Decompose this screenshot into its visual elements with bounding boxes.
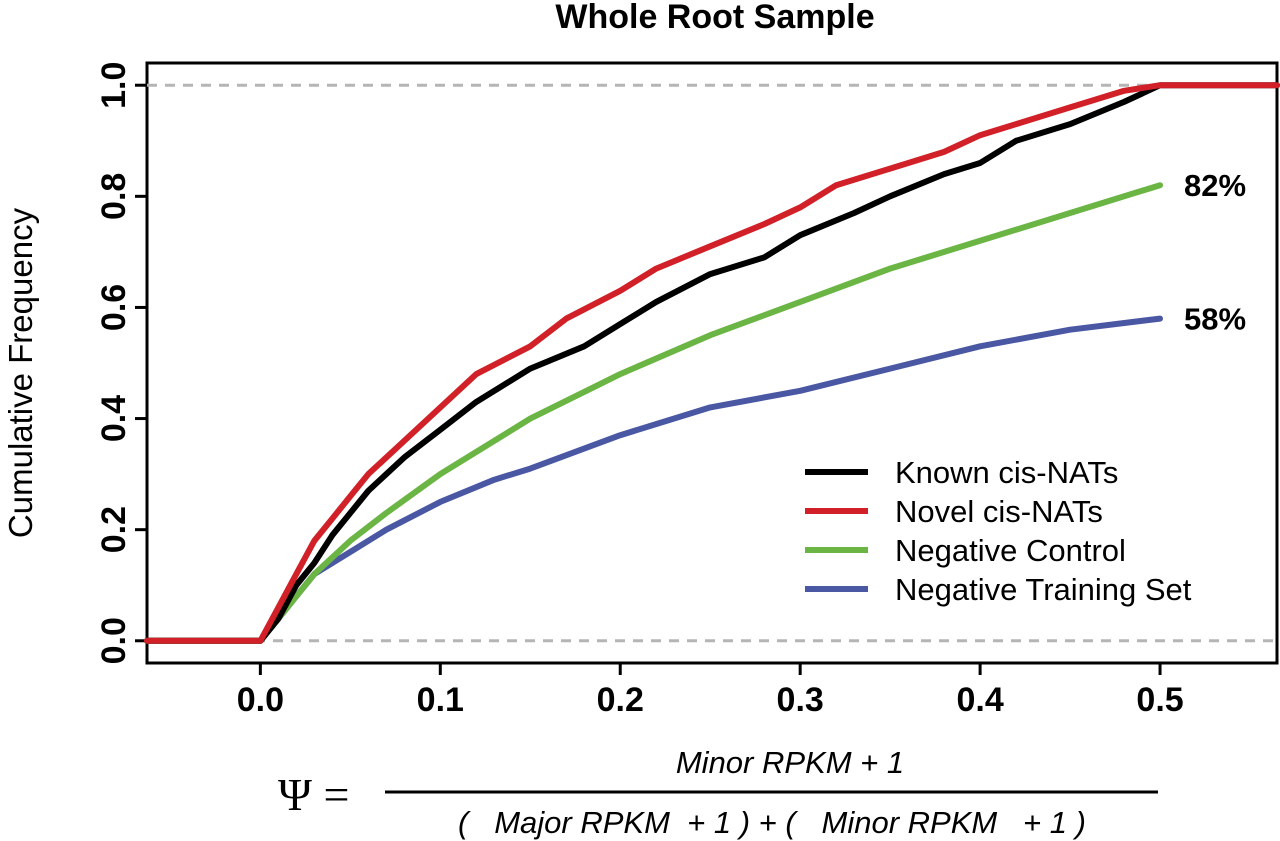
x-axis: 0.0 0.1 0.2 0.3 0.4 0.5 — [237, 663, 1184, 719]
y-tick-label-4: 0.8 — [95, 173, 133, 220]
annotation-0: 82% — [1184, 168, 1246, 203]
y-tick-label-0: 0.0 — [95, 617, 133, 664]
legend: Known cis-NATs Novel cis-NATs Negative C… — [805, 455, 1192, 607]
series-layer — [144, 82, 1280, 644]
series-line-0 — [144, 82, 1280, 644]
y-tick-label-5: 1.0 — [95, 62, 133, 109]
formula-denominator: ( Major RPKM + 1 ) + ( Minor RPKM + 1 ) — [458, 805, 1086, 840]
legend-label-novel: Novel cis-NATs — [895, 494, 1103, 529]
x-tick-label-2: 0.2 — [597, 681, 644, 719]
plot-frame — [145, 61, 1279, 665]
legend-label-known: Known cis-NATs — [895, 455, 1118, 490]
legend-label-negative-control: Negative Control — [895, 533, 1126, 568]
y-axis-label: Cumulative Frequency — [2, 207, 39, 538]
series-line-2 — [144, 182, 1163, 644]
x-tick-label-0: 0.0 — [237, 681, 284, 719]
reference-lines — [147, 83, 1277, 643]
formula-lhs: Ψ = — [278, 769, 349, 820]
annotations: 82% 58% — [1184, 168, 1246, 336]
legend-label-negative-training: Negative Training Set — [895, 572, 1192, 607]
y-tick-label-1: 0.2 — [95, 506, 133, 553]
annotation-1: 58% — [1184, 302, 1246, 337]
y-tick-label-2: 0.4 — [95, 395, 133, 442]
x-tick-label-1: 0.1 — [417, 681, 464, 719]
legend-item-novel: Novel cis-NATs — [805, 494, 1103, 529]
legend-item-negative-training: Negative Training Set — [805, 572, 1192, 607]
x-tick-label-3: 0.3 — [777, 681, 824, 719]
x-tick-label-4: 0.4 — [956, 681, 1003, 719]
chart-title: Whole Root Sample — [555, 0, 874, 36]
x-tick-label-5: 0.5 — [1136, 681, 1183, 719]
y-tick-label-3: 0.6 — [95, 284, 133, 331]
psi-formula: Ψ = Minor RPKM + 1 ( Major RPKM + 1 ) + … — [278, 745, 1158, 840]
series-line-1 — [144, 82, 1280, 644]
legend-item-known: Known cis-NATs — [805, 455, 1118, 490]
legend-item-negative-control: Negative Control — [805, 533, 1126, 568]
y-axis: 0.0 0.2 0.4 0.6 0.8 1.0 — [95, 62, 147, 664]
formula-numerator: Minor RPKM + 1 — [676, 745, 904, 780]
